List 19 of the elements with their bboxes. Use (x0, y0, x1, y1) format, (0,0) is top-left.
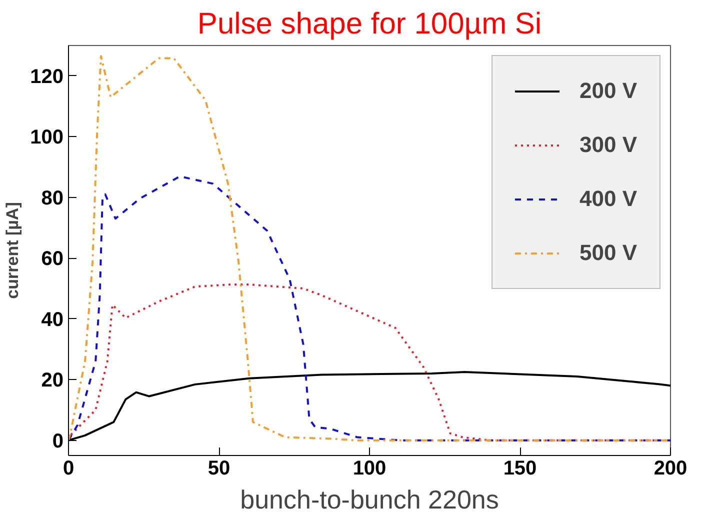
y-tick-label: 20 (41, 370, 64, 392)
line-series (68, 55, 670, 442)
x-tick-label: 100 (352, 458, 386, 480)
x-tick-label: 150 (503, 458, 537, 480)
y-axis-title: current [µA] (3, 202, 22, 299)
x-tick-label: 50 (208, 458, 230, 480)
y-tick-label: 0 (52, 430, 64, 452)
chart-title: Pulse shape for 100µm Si (197, 8, 542, 40)
legend-label: 500 V (580, 240, 637, 266)
text: bunch-to-bunch 220ns (240, 484, 499, 514)
y-tick-label: 100 (30, 126, 64, 149)
y-tick-label: 80 (41, 187, 64, 210)
y-tick-label: 120 (30, 66, 64, 88)
y-tick-label: 60 (41, 248, 64, 270)
legend-label: 200 V (580, 78, 637, 104)
x-tick-label: 200 (654, 458, 688, 480)
y-tick-label: 40 (41, 308, 64, 331)
legend-label: 300 V (580, 132, 637, 158)
legend-label: 400 V (580, 186, 637, 212)
